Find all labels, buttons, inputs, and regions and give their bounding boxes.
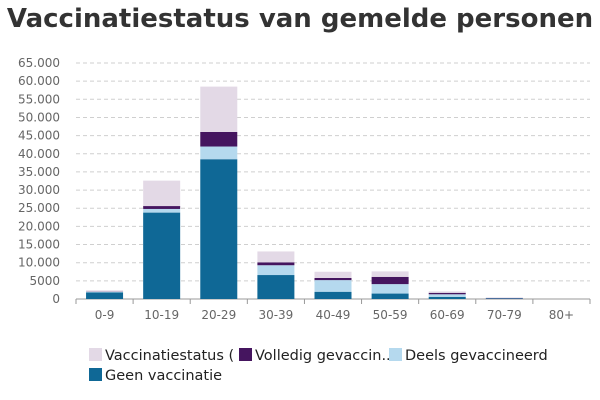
legend-label[interactable]: Vaccinatiestatus ( (105, 348, 234, 364)
bar-deels-gevaccineerd-40-49[interactable] (314, 280, 352, 292)
y-tick-label: 50.000 (18, 110, 60, 124)
bar-geen-vaccinatie-60-69[interactable] (428, 296, 466, 299)
x-tick-label: 50-59 (373, 308, 408, 322)
y-tick-label: 40.000 (18, 147, 60, 161)
bar-volledig-gevaccineerd-10-19[interactable] (143, 206, 181, 209)
legend-swatch[interactable] (389, 348, 402, 361)
bar-vaccinatiestatus-onbekend-40-49[interactable] (314, 271, 352, 278)
x-tick-label: 60-69 (430, 308, 465, 322)
bar-volledig-gevaccineerd-30-39[interactable] (257, 262, 295, 266)
bar-deels-gevaccineerd-50-59[interactable] (371, 284, 409, 294)
y-tick-label: 10.000 (18, 256, 60, 270)
x-tick-label: 0-9 (95, 308, 115, 322)
bar-deels-gevaccineerd-10-19[interactable] (143, 208, 181, 213)
legend-swatch[interactable] (89, 348, 102, 361)
bar-vaccinatiestatus-onbekend-10-19[interactable] (143, 180, 181, 207)
bar-volledig-gevaccineerd-50-59[interactable] (371, 276, 409, 285)
bar-geen-vaccinatie-30-39[interactable] (257, 275, 295, 299)
x-tick-label: 80+ (549, 308, 574, 322)
bar-geen-vaccinatie-0-9[interactable] (86, 292, 124, 299)
y-tick-label: 45.000 (18, 129, 60, 143)
x-tick-label: 40-49 (316, 308, 351, 322)
bar-vaccinatiestatus-onbekend-60-69[interactable] (428, 291, 466, 293)
x-tick-label: 10-19 (144, 308, 179, 322)
y-tick-label: 5000 (29, 274, 60, 288)
y-tick-label: 60.000 (18, 74, 60, 88)
bar-deels-gevaccineerd-60-69[interactable] (428, 294, 466, 297)
y-tick-label: 35.000 (18, 165, 60, 179)
y-tick-label: 0 (52, 292, 60, 306)
legend-label[interactable]: Volledig gevaccin... (255, 348, 395, 364)
y-tick-label: 15.000 (18, 238, 60, 252)
y-tick-label: 55.000 (18, 92, 60, 106)
bar-vaccinatiestatus-onbekend-20-29[interactable] (200, 86, 238, 132)
bar-vaccinatiestatus-onbekend-0-9[interactable] (86, 290, 124, 292)
y-tick-label: 25.000 (18, 201, 60, 215)
legend-label[interactable]: Deels gevaccineerd (405, 348, 548, 364)
bar-geen-vaccinatie-40-49[interactable] (314, 291, 352, 299)
bar-volledig-gevaccineerd-60-69[interactable] (428, 292, 466, 295)
bar-geen-vaccinatie-70-79[interactable] (485, 298, 523, 299)
bar-deels-gevaccineerd-20-29[interactable] (200, 146, 238, 160)
chart-title: Vaccinatiestatus van gemelde personen (6, 4, 594, 34)
bar-geen-vaccinatie-20-29[interactable] (200, 159, 238, 299)
y-tick-label: 20.000 (18, 219, 60, 233)
bar-volledig-gevaccineerd-40-49[interactable] (314, 277, 352, 281)
y-tick-label: 30.000 (18, 183, 60, 197)
bar-geen-vaccinatie-50-59[interactable] (371, 293, 409, 299)
y-tick-label: 65.000 (18, 56, 60, 70)
legend-swatch[interactable] (239, 348, 252, 361)
bar-vaccinatiestatus-onbekend-30-39[interactable] (257, 251, 295, 263)
x-tick-label: 20-29 (201, 308, 236, 322)
bar-deels-gevaccineerd-30-39[interactable] (257, 265, 295, 276)
bar-geen-vaccinatie-10-19[interactable] (143, 212, 181, 299)
x-tick-label: 30-39 (258, 308, 293, 322)
bar-volledig-gevaccineerd-20-29[interactable] (200, 131, 238, 147)
bar-deels-gevaccineerd-0-9[interactable] (86, 291, 124, 293)
bar-vaccinatiestatus-onbekend-50-59[interactable] (371, 271, 409, 277)
legend-swatch[interactable] (89, 368, 102, 381)
x-tick-label: 70-79 (487, 308, 522, 322)
legend-label[interactable]: Geen vaccinatie (105, 368, 222, 384)
